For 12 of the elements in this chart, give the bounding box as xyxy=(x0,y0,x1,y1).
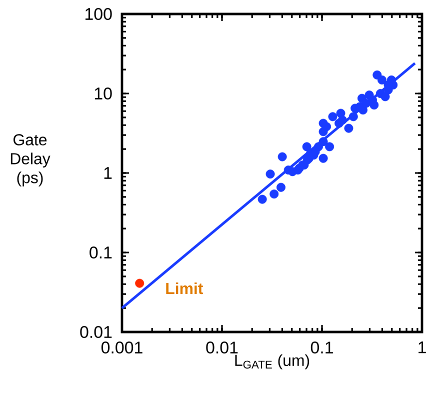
x-tick-label: 1 xyxy=(418,342,426,354)
y-tick-label: 100 xyxy=(86,8,112,20)
x-axis-title: L$_{GATE}$ (um) xyxy=(235,354,310,370)
y-axis-title: Gate Delay (ps) xyxy=(10,134,50,186)
x-tick-label: 0.001 xyxy=(101,342,142,354)
y-tick-label: 0.1 xyxy=(90,246,112,258)
x-tick-label: 0.01 xyxy=(206,342,238,354)
annotation: Limit xyxy=(166,282,204,294)
y-tick-label: 0.01 xyxy=(80,326,112,338)
y-tick-label: 1 xyxy=(104,167,112,179)
y-tick-label: 10 xyxy=(94,88,112,100)
x-tick-label: 0.1 xyxy=(310,342,333,354)
